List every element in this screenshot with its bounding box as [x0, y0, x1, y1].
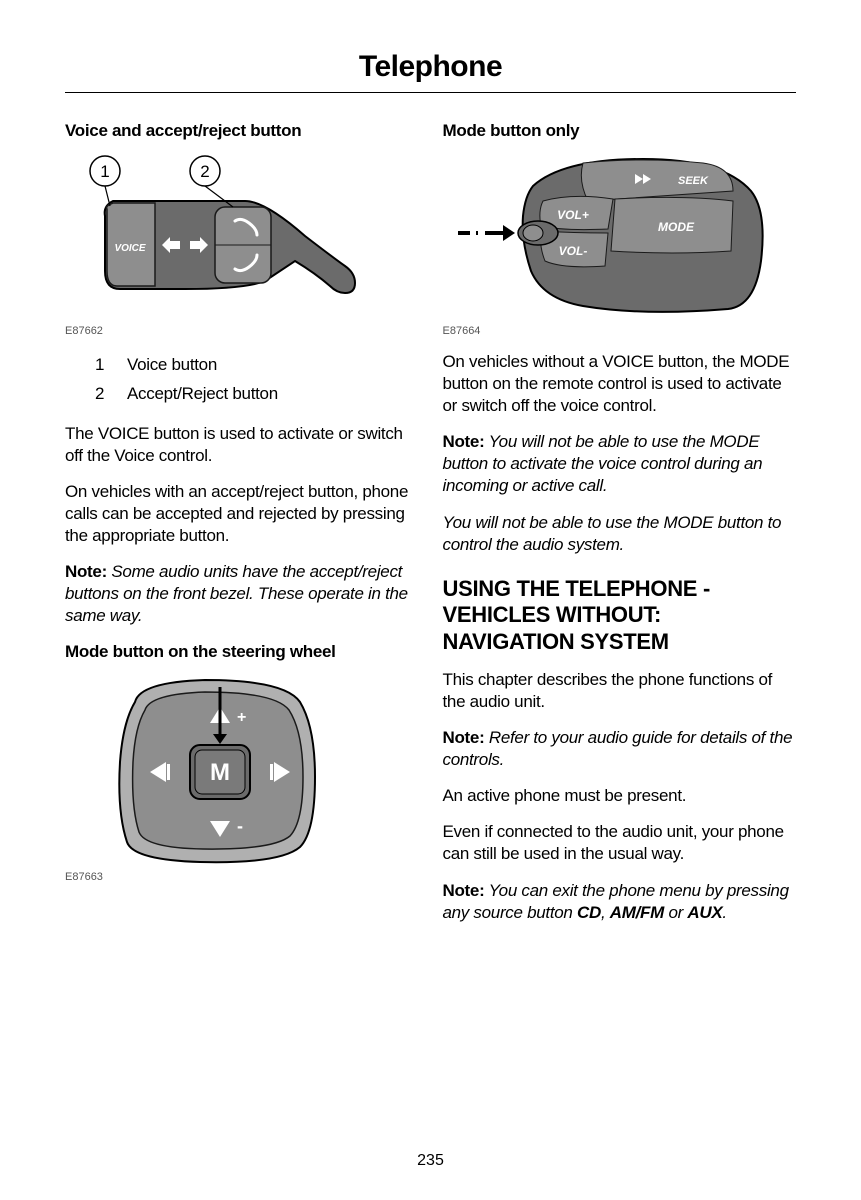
svg-text:2: 2: [200, 162, 209, 181]
figure-mode-steering: M + -: [65, 672, 419, 867]
left-column: Voice and accept/reject button VOICE: [65, 121, 419, 938]
figure-id-2: E87663: [65, 871, 419, 883]
note-paragraph: Note: Some audio units have the accept/r…: [65, 561, 419, 627]
subhead-mode-steering: Mode button on the steering wheel: [65, 642, 419, 662]
paragraph: An active phone must be present.: [443, 785, 797, 807]
page-number: 235: [0, 1152, 861, 1170]
note-text: ,: [601, 903, 610, 922]
callout-row: 1 Voice button: [95, 351, 419, 380]
callout-list: 1 Voice button 2 Accept/Reject button: [95, 351, 419, 409]
m-label: M: [210, 759, 230, 786]
note-bold: AM/FM: [610, 903, 664, 922]
note-text: You will not be able to use the MODE but…: [443, 432, 763, 495]
svg-text:+: +: [237, 709, 246, 726]
note-label: Note:: [443, 881, 485, 900]
callout-row: 2 Accept/Reject button: [95, 380, 419, 409]
paragraph: Even if connected to the audio unit, you…: [443, 821, 797, 865]
voldown-label: VOL-: [558, 244, 587, 258]
paragraph: On vehicles without a VOICE button, the …: [443, 351, 797, 417]
figure-mode-only: SEEK VOL+ MODE VOL-: [443, 151, 797, 321]
note-text: Some audio units have the accept/reject …: [65, 562, 408, 625]
figure-id-1: E87662: [65, 325, 419, 337]
seek-label: SEEK: [678, 175, 709, 187]
note-label: Note:: [443, 432, 485, 451]
note-paragraph: Note: You can exit the phone menu by pre…: [443, 880, 797, 924]
mode-label: MODE: [658, 220, 695, 234]
note-bold: AUX: [687, 903, 722, 922]
paragraph: This chapter describes the phone functio…: [443, 669, 797, 713]
svg-text:-: -: [237, 816, 243, 836]
figure-voice-button-stalk: VOICE 1 2: [65, 151, 419, 321]
subhead-voice-accept-reject: Voice and accept/reject button: [65, 121, 419, 141]
callout-text: Accept/Reject button: [127, 380, 278, 409]
note-bold: CD: [577, 903, 601, 922]
callout-number: 1: [95, 351, 109, 380]
paragraph: You will not be able to use the MODE but…: [443, 512, 797, 556]
paragraph: On vehicles with an accept/reject button…: [65, 481, 419, 547]
note-label: Note:: [443, 728, 485, 747]
svg-text:1: 1: [100, 162, 109, 181]
note-text: or: [664, 903, 687, 922]
section-heading: USING THE TELEPHONE - VEHICLES WITHOUT: …: [443, 576, 797, 655]
figure-id-3: E87664: [443, 325, 797, 337]
two-column-layout: Voice and accept/reject button VOICE: [65, 121, 796, 938]
note-label: Note:: [65, 562, 107, 581]
volup-label: VOL+: [557, 208, 589, 222]
note-text: Refer to your audio guide for details of…: [443, 728, 793, 769]
right-column: Mode button only SEEK VOL+ MODE VOL-: [443, 121, 797, 938]
page-title: Telephone: [65, 50, 796, 93]
paragraph: The VOICE button is used to activate or …: [65, 423, 419, 467]
voice-label-text: VOICE: [114, 243, 145, 254]
note-paragraph: Note: You will not be able to use the MO…: [443, 431, 797, 497]
callout-text: Voice button: [127, 351, 217, 380]
callout-number: 2: [95, 380, 109, 409]
note-paragraph: Note: Refer to your audio guide for deta…: [443, 727, 797, 771]
subhead-mode-only: Mode button only: [443, 121, 797, 141]
note-text: .: [722, 903, 726, 922]
